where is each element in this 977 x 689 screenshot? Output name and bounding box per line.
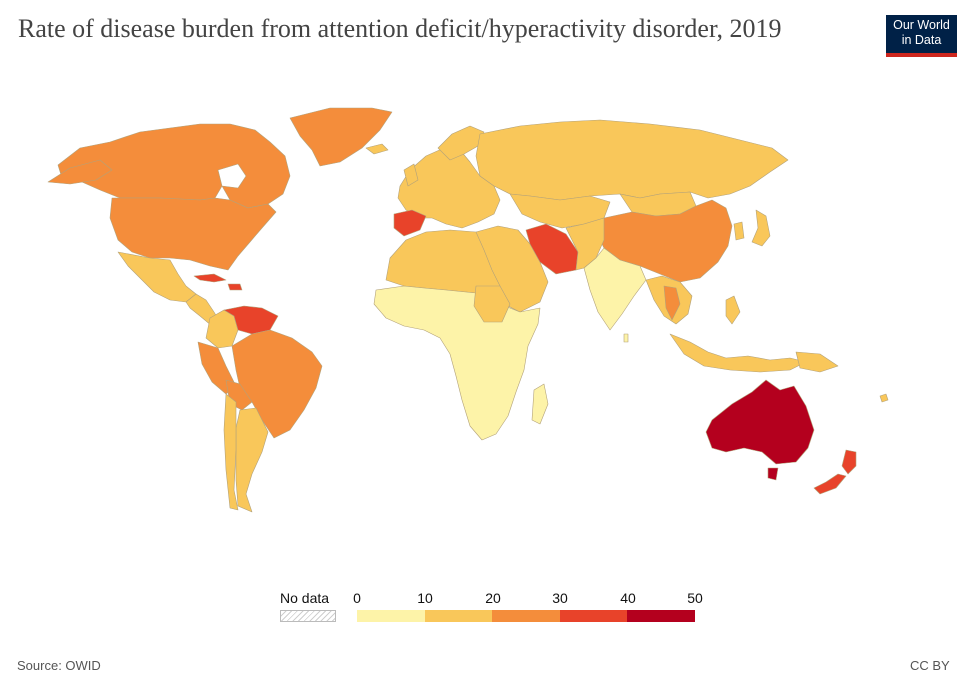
hudson-bay	[217, 163, 247, 189]
legend-bin-40-50[interactable]	[627, 610, 695, 622]
logo-line-1: Our World	[893, 18, 950, 32]
region-united-states[interactable]	[109, 197, 277, 271]
region-sudan[interactable]	[473, 285, 511, 323]
region-iceland[interactable]	[365, 143, 389, 155]
legend-tick-20: 20	[485, 590, 501, 606]
region-spain[interactable]	[393, 209, 427, 237]
region-madagascar[interactable]	[531, 383, 549, 425]
region-sri-lanka	[623, 333, 629, 343]
logo-line-2: in Data	[901, 33, 942, 47]
region-australia[interactable]	[705, 379, 815, 465]
region-indonesia[interactable]	[669, 333, 807, 373]
region-philippines[interactable]	[725, 295, 741, 325]
legend-bin-20-30[interactable]	[492, 610, 560, 622]
license-note[interactable]: CC BY	[910, 658, 950, 673]
legend-ticks: 0 10 20 30 40 50	[353, 590, 703, 608]
region-uk[interactable]	[403, 163, 419, 187]
region-new-zealand-south[interactable]	[813, 473, 847, 495]
region-russia[interactable]	[475, 119, 789, 201]
legend-tick-10: 10	[417, 590, 433, 606]
region-india[interactable]	[583, 247, 647, 331]
logo-accent-bar	[886, 53, 957, 57]
region-papua-new-guinea[interactable]	[795, 351, 839, 373]
legend-no-data-swatch[interactable]	[280, 610, 336, 622]
region-alaska[interactable]	[47, 159, 113, 185]
region-cuba[interactable]	[193, 273, 227, 283]
region-new-zealand-north[interactable]	[841, 449, 857, 475]
region-korea[interactable]	[733, 221, 745, 241]
legend-tick-40: 40	[620, 590, 636, 606]
region-tasmania[interactable]	[767, 467, 779, 481]
region-japan[interactable]	[751, 209, 771, 247]
legend-tick-30: 30	[552, 590, 568, 606]
chart-title: Rate of disease burden from attention de…	[18, 14, 782, 43]
region-chile[interactable]	[223, 393, 239, 511]
legend-no-data-label: No data	[280, 590, 330, 606]
region-sub-saharan-africa[interactable]	[373, 285, 541, 441]
region-hispaniola[interactable]	[227, 283, 243, 291]
owid-logo[interactable]: Our World in Data	[886, 15, 957, 57]
region-greenland[interactable]	[289, 107, 393, 167]
legend-bin-0-10[interactable]	[357, 610, 425, 622]
region-pacific-islands	[879, 393, 889, 403]
region-argentina[interactable]	[235, 407, 269, 513]
legend-tick-50: 50	[687, 590, 703, 606]
world-map	[47, 107, 889, 513]
source-note[interactable]: Source: OWID	[17, 658, 101, 673]
legend-tick-0: 0	[353, 590, 361, 606]
legend-bin-30-40[interactable]	[559, 610, 628, 622]
region-thailand[interactable]	[663, 285, 681, 321]
legend-bin-10-20[interactable]	[424, 610, 493, 622]
legend-color-scale	[357, 610, 695, 622]
